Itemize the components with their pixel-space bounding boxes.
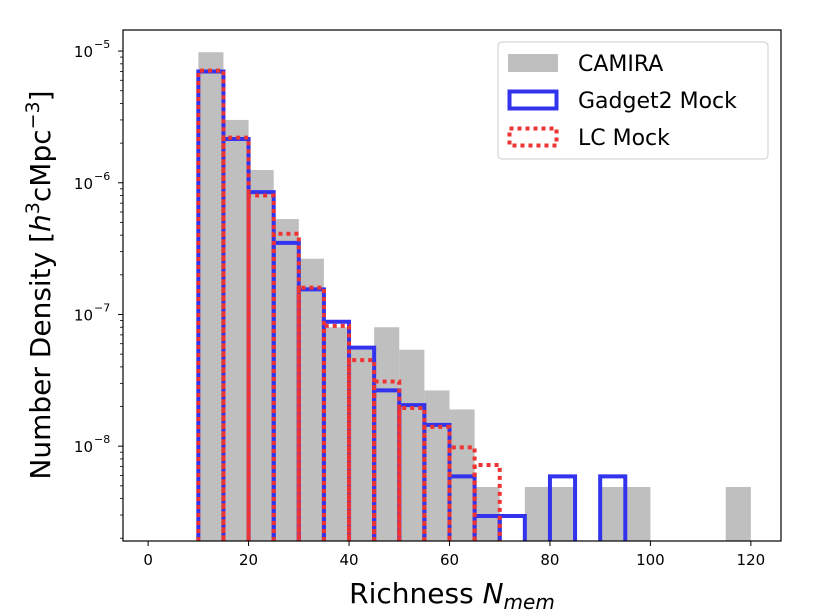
- camira-bar: [198, 52, 224, 542]
- camira-bar: [223, 119, 249, 541]
- x-axis-title-text: Richness: [349, 577, 474, 610]
- x-axis-title-symbol: N: [483, 577, 504, 610]
- camira-bar: [549, 486, 576, 541]
- x-tick-label: 60: [440, 551, 459, 569]
- y-axis-title-suffix: ]: [24, 90, 57, 101]
- y-axis-title-h: h: [24, 214, 57, 232]
- x-tick-label: 20: [239, 551, 258, 569]
- lc-mock-bin-outline: [472, 462, 502, 541]
- gadget2-mock-bin-outline: [598, 474, 628, 541]
- camira-bar: [323, 327, 350, 541]
- y-tick-exponent: −7: [94, 301, 110, 314]
- lc-mock-bin-outline: [271, 231, 301, 541]
- y-tick-exponent: −6: [94, 170, 110, 183]
- lc-mock-bin-outline: [447, 445, 477, 541]
- y-axis-title-prefix: Number Density [: [24, 232, 57, 480]
- y-axis-title: Number Density [h3cMpc−3]: [22, 90, 57, 479]
- legend: CAMIRA Gadget2 Mock LC Mock: [497, 41, 769, 160]
- y-tick-label: 10: [74, 438, 93, 456]
- y-tick-label: 10: [74, 175, 93, 193]
- legend-box: [497, 41, 769, 160]
- y-tick-exponent: −8: [94, 433, 110, 446]
- x-tick-label: 40: [339, 551, 358, 569]
- lc-mock-bin-outline: [422, 424, 452, 541]
- legend-label-camira: CAMIRA: [578, 52, 663, 77]
- camira-bar: [273, 219, 299, 541]
- y-tick-exponent: −5: [94, 38, 110, 51]
- x-tick-label: 120: [737, 551, 766, 569]
- y-axis-title-unit: cMpc: [24, 129, 57, 202]
- y-axis-title-unit-exponent: −3: [22, 101, 44, 129]
- y-axis-title-h-exponent: 3: [22, 202, 44, 214]
- lc-mock-bin-outline: [221, 135, 251, 541]
- camira-bar: [725, 486, 751, 541]
- y-tick-label: 10: [74, 306, 93, 324]
- camira-bar: [600, 486, 626, 541]
- gadget2-mock-bin-outline: [497, 514, 527, 541]
- camira-bar: [298, 258, 324, 541]
- camira-bar: [349, 349, 375, 541]
- y-tick-label: 10: [74, 43, 93, 61]
- plot-frame: [122, 29, 782, 542]
- mock-step-lines: [196, 68, 628, 541]
- camira-bar: [248, 170, 274, 541]
- legend-swatch-camira: [508, 54, 558, 72]
- x-axis-title: Richness Nmem: [349, 577, 555, 614]
- camira-bar: [374, 327, 400, 541]
- lc-mock-bin-outline: [372, 379, 402, 541]
- camira-bar: [474, 486, 500, 541]
- legend-label-gadget2: Gadget2 Mock: [578, 89, 737, 114]
- camira-bar: [524, 486, 550, 541]
- camira-bar: [625, 486, 651, 541]
- lc-mock-series: [196, 68, 502, 541]
- camira-bar: [399, 349, 425, 541]
- legend-label-lc-mock: LC Mock: [578, 126, 670, 151]
- camira-bar: [424, 390, 450, 541]
- legend-swatch-gadget2: [507, 89, 559, 111]
- gadget2-mock-bin-outline: [547, 474, 578, 541]
- camira-bars: [198, 52, 751, 542]
- lc-mock-bin-outline: [296, 285, 326, 541]
- x-tick-label: 100: [636, 551, 665, 569]
- x-tick-label: 80: [540, 551, 559, 569]
- x-axis-title-subscript: mem: [504, 590, 555, 614]
- x-tick-label: 0: [143, 551, 153, 569]
